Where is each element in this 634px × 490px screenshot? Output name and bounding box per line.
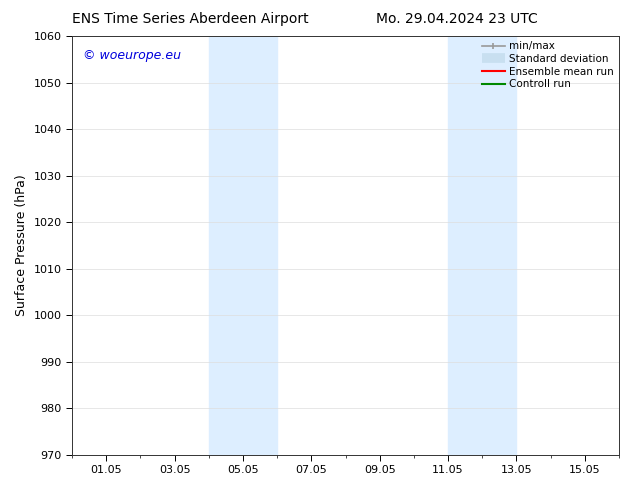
Legend: min/max, Standard deviation, Ensemble mean run, Controll run: min/max, Standard deviation, Ensemble me… (480, 39, 616, 91)
Text: © woeurope.eu: © woeurope.eu (83, 49, 181, 62)
Y-axis label: Surface Pressure (hPa): Surface Pressure (hPa) (15, 174, 28, 316)
Bar (209, 36, 277, 455)
Bar (448, 36, 517, 455)
Text: Mo. 29.04.2024 23 UTC: Mo. 29.04.2024 23 UTC (375, 12, 538, 26)
Text: ENS Time Series Aberdeen Airport: ENS Time Series Aberdeen Airport (72, 12, 309, 26)
